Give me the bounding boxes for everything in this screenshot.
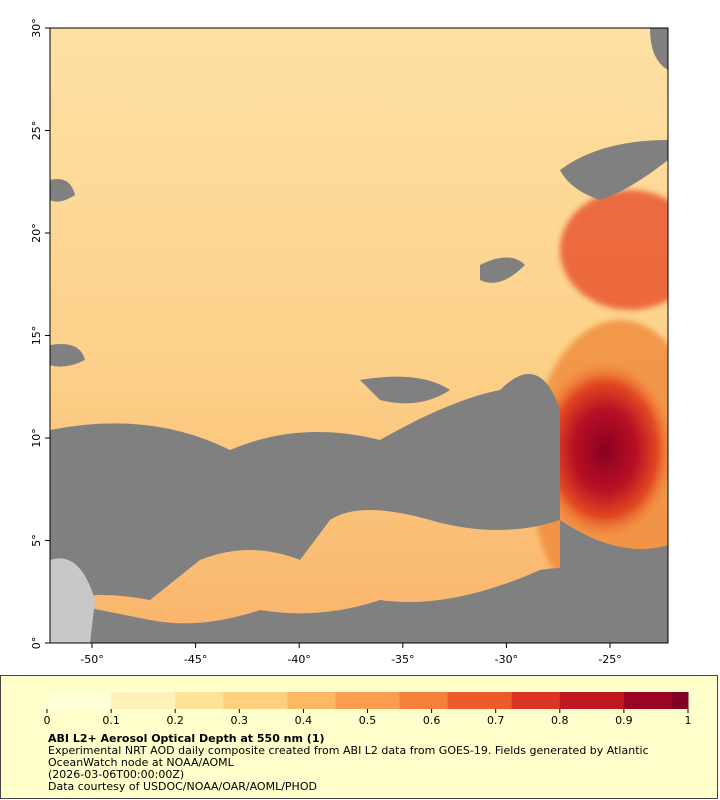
colorbar-step (207, 692, 224, 709)
colorbar-step (527, 692, 545, 709)
colorbar-step (367, 692, 385, 709)
lat-tick-label: 20° (30, 223, 43, 243)
colorbar-step (271, 692, 288, 709)
colorbar-step (511, 692, 529, 709)
colorbar-tick-label: 0.4 (295, 714, 313, 727)
colorbar-step (255, 692, 272, 709)
colorbar-tick-label: 0.9 (615, 714, 633, 727)
colorbar-step (143, 692, 160, 709)
colorbar-tick-label: 0.6 (423, 714, 441, 727)
colorbar-step (303, 692, 320, 709)
cloud-mask (50, 28, 668, 643)
colorbar-tick-label: 0 (44, 714, 51, 727)
colorbar-step (335, 692, 352, 709)
colorbar-step (383, 692, 401, 709)
colorbar-step (159, 692, 176, 709)
colorbar-step (559, 692, 577, 709)
map: 0° 5° 10° 15° 20° 25° 30° -50° -45° -40° -35° -30° -… (30, 18, 669, 666)
colorbar-step (191, 692, 208, 709)
lat-tick-label: 15° (30, 326, 43, 346)
colorbar-step (543, 692, 561, 709)
lat-tick-label: 0° (30, 637, 43, 650)
lon-tick-label: -25° (598, 653, 621, 666)
caption-line: Data courtesy of USDOC/NOAA/OAR/AOML/PHO… (48, 780, 317, 793)
aod-field (50, 28, 668, 643)
colorbar-step (47, 692, 64, 709)
colorbar-step (495, 692, 513, 709)
colorbar-tick-label: 0.8 (551, 714, 569, 727)
lon-tick-label: -35° (391, 653, 414, 666)
colorbar-tick-label: 0.3 (231, 714, 249, 727)
colorbar-step (607, 692, 625, 709)
colorbar-step (447, 692, 465, 709)
colorbar-step (63, 692, 80, 709)
lon-tick-label: -30° (495, 653, 518, 666)
colorbar-step (639, 692, 657, 709)
caption-title: ABI L2+ Aerosol Optical Depth at 550 nm … (48, 732, 325, 745)
colorbar-step (223, 692, 240, 709)
colorbar-step (623, 692, 641, 709)
lat-tick-label: 5° (30, 534, 43, 547)
colorbar-step (351, 692, 368, 709)
colorbar-step (575, 692, 593, 709)
colorbar-tick-label: 0.5 (359, 714, 377, 727)
colorbar-step (479, 692, 497, 709)
colorbar-step (239, 692, 256, 709)
colorbar-tick-label: 0.7 (487, 714, 505, 727)
colorbar-step (463, 692, 481, 709)
colorbar-step (319, 692, 336, 709)
lon-tick-label: -40° (287, 653, 310, 666)
lat-tick-label: 25° (30, 121, 43, 141)
colorbar-step (591, 692, 609, 709)
colorbar-step (431, 692, 449, 709)
caption-line: OceanWatch node at NOAA/AOML (48, 756, 234, 769)
caption-line: Experimental NRT AOD daily composite cre… (48, 744, 649, 757)
colorbar-step (399, 692, 417, 709)
caption-line: (2026-03-06T00:00:00Z) (48, 768, 185, 781)
colorbar-step (671, 692, 689, 709)
land (50, 558, 95, 643)
lat-tick-label: 30° (30, 18, 43, 38)
colorbar-step (95, 692, 112, 709)
colorbar-tick-label: 0.2 (166, 714, 184, 727)
colorbar-tick-label: 1 (685, 714, 692, 727)
colorbar-step (111, 692, 128, 709)
lon-tick-label: -45° (184, 653, 207, 666)
colorbar-step (415, 692, 433, 709)
colorbar-step (655, 692, 673, 709)
colorbar-step (127, 692, 144, 709)
colorbar: 0 0.1 0.2 0.3 0.4 0.5 0.6 0.7 0.8 0.9 1 (44, 692, 692, 727)
colorbar-step (79, 692, 96, 709)
colorbar-step (287, 692, 304, 709)
colorbar-step (175, 692, 192, 709)
lat-tick-label: 10° (30, 428, 43, 448)
colorbar-tick-label: 0.1 (102, 714, 120, 727)
lon-tick-label: -50° (80, 653, 103, 666)
